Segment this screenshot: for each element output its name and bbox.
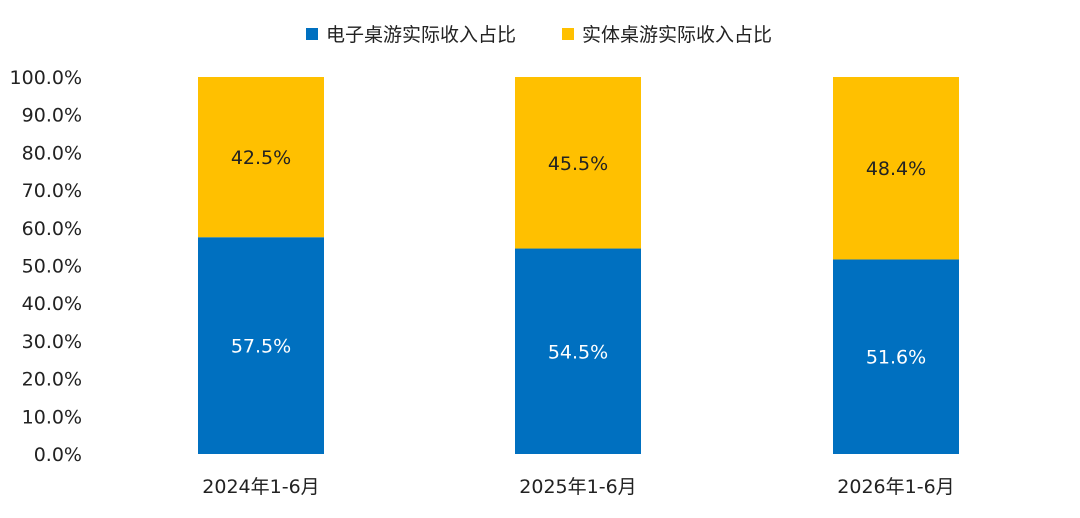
legend-label-physical: 实体桌游实际收入占比	[582, 24, 773, 46]
y-tick-label: 20.0%	[22, 369, 82, 391]
y-tick-label: 100.0%	[10, 67, 82, 89]
legend-swatch-physical	[562, 27, 574, 40]
bar-electronic	[198, 237, 324, 454]
y-tick-label: 50.0%	[22, 256, 82, 278]
x-tick-label: 2026年1-6月	[837, 476, 954, 498]
data-label-electronic: 51.6%	[866, 347, 926, 369]
data-label-physical: 48.4%	[866, 158, 926, 180]
x-tick-label: 2024年1-6月	[202, 476, 319, 498]
x-tick-label: 2025年1-6月	[519, 476, 636, 498]
y-tick-label: 90.0%	[22, 105, 82, 127]
data-label-electronic: 54.5%	[548, 341, 608, 363]
bar-electronic	[833, 259, 959, 454]
legend-swatch-electronic	[306, 27, 318, 40]
data-label-physical: 42.5%	[231, 147, 291, 169]
y-tick-label: 10.0%	[22, 406, 82, 428]
y-tick-label: 30.0%	[22, 331, 82, 353]
legend-item-physical: 实体桌游实际收入占比	[562, 20, 772, 47]
legend: 电子桌游实际收入占比 实体桌游实际收入占比	[0, 20, 1080, 46]
legend-item-electronic: 电子桌游实际收入占比	[306, 20, 516, 47]
y-tick-label: 70.0%	[22, 180, 82, 202]
y-tick-label: 0.0%	[34, 444, 82, 466]
y-tick-label: 60.0%	[22, 218, 82, 240]
y-tick-label: 80.0%	[22, 142, 82, 164]
data-label-physical: 45.5%	[548, 153, 608, 175]
bar-physical	[515, 77, 641, 249]
bar-electronic	[515, 248, 641, 454]
legend-label-electronic: 电子桌游实际收入占比	[326, 24, 517, 46]
y-tick-label: 40.0%	[22, 293, 82, 315]
bar-physical	[833, 77, 959, 260]
data-label-electronic: 57.5%	[231, 336, 291, 358]
bar-physical	[198, 77, 324, 238]
